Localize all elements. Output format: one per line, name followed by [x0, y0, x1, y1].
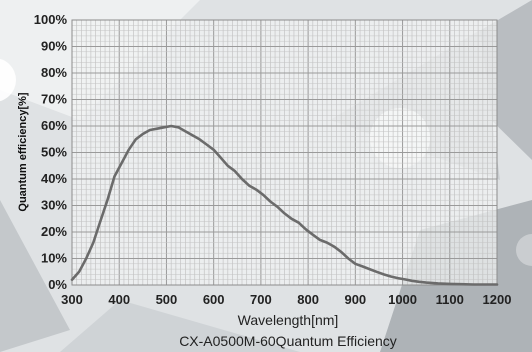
series-line-0 [70, 124, 499, 286]
x-tick-labels: 300 400 500 600 700 800 900 1000 1100 1200 [61, 292, 511, 307]
x-tick-label: 1100 [436, 292, 464, 307]
y-tick-labels: 0% 10% 20% 30% 40% 50% 60% 70% 80% 90% 100% [34, 12, 68, 292]
x-tick-label: 600 [203, 292, 225, 307]
y-tick-label: 10% [41, 251, 67, 266]
x-axis-title: Wavelength[nm] [238, 312, 339, 328]
x-tick-label: 700 [250, 292, 272, 307]
x-tick-label: 900 [344, 292, 366, 307]
x-tick-label: 1000 [388, 292, 417, 307]
y-tick-label: 70% [41, 92, 67, 107]
y-tick-label: 90% [41, 39, 67, 54]
x-tick-label: 500 [156, 292, 178, 307]
y-axis-title: Quantum efficiency[%] [17, 92, 29, 212]
plot-border [71, 19, 498, 286]
x-tick-label: 400 [108, 292, 130, 307]
y-tick-label: 60% [41, 118, 67, 133]
x-tick-label: 300 [61, 292, 83, 307]
y-tick-label: 20% [41, 224, 67, 239]
y-tick-label: 50% [41, 145, 67, 160]
y-tick-label: 40% [41, 171, 67, 186]
chart-title: CX-A0500M-60Quantum Efficiency [179, 333, 397, 349]
grid [71, 19, 498, 286]
series-group [70, 124, 499, 286]
x-tick-label: 1200 [483, 292, 512, 307]
y-tick-label: 30% [41, 198, 67, 213]
y-tick-label: 80% [41, 65, 67, 80]
y-tick-label: 100% [34, 12, 68, 27]
y-tick-label: 0% [48, 277, 67, 292]
x-tick-label: 800 [297, 292, 319, 307]
